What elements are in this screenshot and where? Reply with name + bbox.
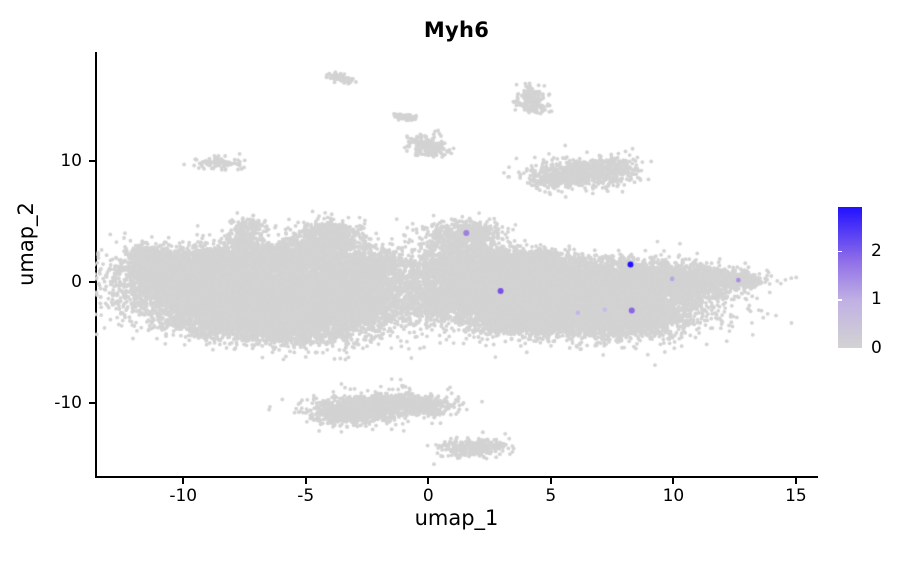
x-tick-label: -10 (169, 486, 198, 506)
page-title: Myh6 (423, 18, 490, 42)
plot-axes: -10 -5 0 5 10 15 -10 0 10 (54, 52, 818, 506)
x-tick-mark (427, 478, 430, 484)
y-tick-mark (89, 280, 95, 283)
colorbar-tick-mark (862, 348, 866, 350)
y-tick-mark (89, 401, 95, 404)
y-tick-label: -10 (54, 392, 82, 413)
x-tick-label: 10 (662, 486, 685, 506)
y-tick-mark (89, 159, 95, 162)
scatter-plot-canvas (95, 52, 818, 478)
colorbar-tick-label: 1 (871, 289, 882, 310)
x-tick-mark (794, 478, 797, 484)
x-tick-mark (672, 478, 675, 484)
colorbar-tick-mark-inner (838, 250, 842, 253)
colorbar-tick-mark (862, 299, 866, 301)
x-tick-mark (549, 478, 552, 484)
colorbar-tick-label: 0 (871, 338, 882, 358)
y-tick-label: 0 (71, 271, 82, 292)
x-tick-mark (304, 478, 307, 484)
x-tick-mark (182, 478, 185, 484)
x-tick-label: 5 (545, 486, 557, 506)
x-tick-label: -5 (297, 486, 315, 506)
colorbar: 0 1 2 (838, 207, 882, 358)
colorbar-tick-mark-inner (838, 299, 842, 301)
y-axis-label: umap_2 (14, 202, 38, 286)
colorbar-tick-label: 2 (871, 240, 882, 261)
x-tick-label: 15 (785, 486, 807, 506)
colorbar-tick-mark (862, 250, 866, 253)
colorbar-gradient (838, 207, 862, 348)
x-axis-label: umap_1 (414, 506, 499, 530)
y-tick-label: 10 (60, 150, 82, 171)
x-tick-label: 0 (422, 486, 434, 506)
